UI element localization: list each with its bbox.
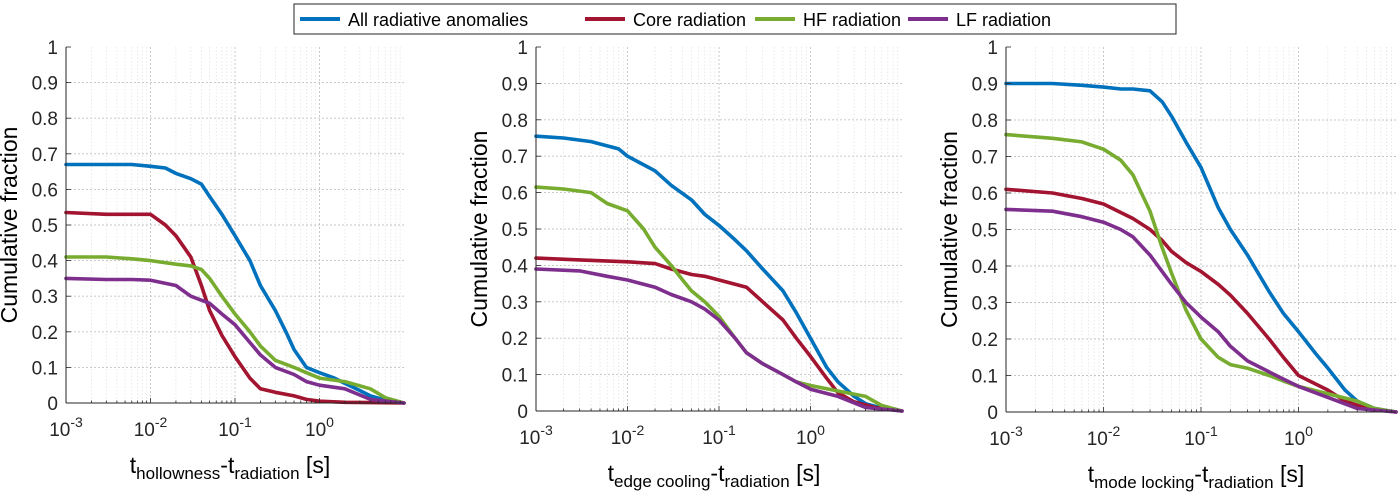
grid bbox=[1005, 47, 1396, 412]
y-tick-label: 0.2 bbox=[502, 329, 528, 350]
y-tick-label: 0 bbox=[987, 403, 998, 424]
grid bbox=[535, 47, 902, 411]
y-tick-label: 0.8 bbox=[972, 111, 998, 132]
y-tick-label: 0.4 bbox=[502, 256, 529, 277]
y-tick-label: 0.5 bbox=[502, 220, 528, 241]
series-line-lf-radiation bbox=[1004, 207, 1398, 414]
series-line-core-radiation bbox=[534, 256, 904, 413]
x-tick-label: 10-2 bbox=[611, 422, 645, 449]
y-axis-label: Cumulative fraction bbox=[466, 131, 492, 328]
y-tick-label: 0.8 bbox=[32, 109, 58, 130]
y-axis-label: Cumulative fraction bbox=[0, 127, 22, 324]
y-tick-label: 0.1 bbox=[972, 367, 998, 388]
y-tick-label: 0.6 bbox=[502, 184, 528, 205]
series-line-core-radiation bbox=[64, 210, 406, 405]
y-tick-label: 0.9 bbox=[32, 74, 58, 95]
legend-label-all-radiative-anomalies: All radiative anomalies bbox=[348, 10, 528, 30]
y-tick-label: 0.7 bbox=[502, 147, 528, 168]
chart-panel-2: 0 0.1 0.2 0.3 0.4 0.5 0.6 0.7 0.8 0.9 1 10-3 10-2 10-… bbox=[466, 38, 904, 491]
x-tick-label: 10-3 bbox=[49, 414, 83, 441]
y-tick-label: 0.1 bbox=[502, 366, 528, 387]
y-tick-label: 0.5 bbox=[32, 216, 58, 237]
y-tick-label: 0 bbox=[517, 402, 528, 423]
series-line-lf-radiation bbox=[534, 267, 904, 413]
series-line-hf-radiation bbox=[64, 255, 406, 405]
y-axis-label: Cumulative fraction bbox=[936, 131, 962, 328]
series-line-core-radiation bbox=[1004, 187, 1398, 414]
chart-panel-1: 0 0.1 0.2 0.3 0.4 0.5 0.6 0.7 0.8 0.9 1 10-3 10-2 10-… bbox=[0, 38, 406, 483]
y-tick-label: 1 bbox=[47, 38, 58, 59]
y-tick-label: 0.5 bbox=[972, 221, 998, 242]
series-line-hf-radiation bbox=[1004, 132, 1398, 414]
y-tick-label: 1 bbox=[987, 38, 998, 59]
x-axis-label: tmode locking-tradiation [s] bbox=[1088, 461, 1305, 492]
y-tick-label: 0.6 bbox=[972, 184, 998, 205]
y-tick-label: 0.1 bbox=[32, 358, 58, 379]
x-tick-label: 10-3 bbox=[519, 422, 553, 449]
x-axis-label: tedge cooling-tradiation [s] bbox=[608, 460, 821, 491]
y-tick-label: 0.4 bbox=[972, 257, 999, 278]
grid bbox=[65, 47, 404, 403]
y-tick-label: 0.3 bbox=[972, 294, 998, 315]
y-tick-label: 0.9 bbox=[972, 75, 998, 96]
y-tick-label: 0.9 bbox=[502, 74, 528, 95]
legend-label-hf-radiation: HF radiation bbox=[803, 10, 901, 30]
series-line-all-radiative-anomalies bbox=[534, 134, 904, 413]
legend-label-core-radiation: Core radiation bbox=[633, 10, 746, 30]
x-tick-label: 10-1 bbox=[218, 414, 252, 441]
series-line-lf-radiation bbox=[64, 276, 406, 405]
y-tick-label: 0.2 bbox=[32, 323, 58, 344]
legend: All radiative anomalies Core radiation HF … bbox=[293, 3, 1177, 35]
legend-label-lf-radiation: LF radiation bbox=[956, 10, 1051, 30]
x-tick-label: 10-3 bbox=[989, 423, 1023, 450]
x-tick-label: 10-2 bbox=[134, 414, 168, 441]
y-tick-label: 0.4 bbox=[32, 252, 59, 273]
y-tick-label: 0.3 bbox=[32, 287, 58, 308]
y-tick-label: 0.7 bbox=[972, 148, 998, 169]
y-tick-label: 0.8 bbox=[502, 111, 528, 132]
legend-box bbox=[293, 3, 1177, 35]
y-tick-label: 0.6 bbox=[32, 180, 58, 201]
x-tick-label: 100 bbox=[796, 422, 825, 449]
y-tick-label: 0.2 bbox=[972, 330, 998, 351]
series-line-all-radiative-anomalies bbox=[64, 162, 406, 405]
x-axis-label: thollowness-tradiation [s] bbox=[130, 452, 330, 483]
y-tick-label: 0.3 bbox=[502, 293, 528, 314]
y-tick-label: 0 bbox=[47, 394, 58, 415]
x-tick-label: 100 bbox=[1284, 423, 1313, 450]
series-line-all-radiative-anomalies bbox=[1004, 81, 1398, 414]
y-tick-label: 0.7 bbox=[32, 145, 58, 166]
x-tick-label: 10-1 bbox=[702, 422, 736, 449]
x-tick-label: 10-2 bbox=[1087, 423, 1121, 450]
x-tick-label: 10-1 bbox=[1184, 423, 1218, 450]
series-line-hf-radiation bbox=[534, 185, 904, 413]
chart-panel-3: 0 0.1 0.2 0.3 0.4 0.5 0.6 0.7 0.8 0.9 1 10-3 10-2 10-… bbox=[936, 38, 1398, 492]
x-tick-label: 100 bbox=[305, 414, 334, 441]
y-tick-label: 1 bbox=[517, 38, 528, 59]
